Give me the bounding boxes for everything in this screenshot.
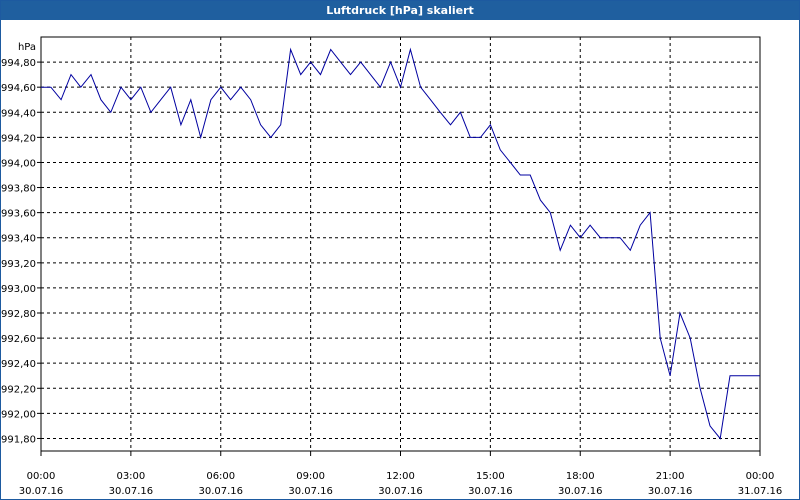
window-title: Luftdruck [hPa] skaliert xyxy=(1,1,799,20)
x-tick-time-label: 00:00 xyxy=(746,471,775,482)
x-tick-date-label: 31.07.16 xyxy=(738,486,783,497)
x-tick-time-label: 15:00 xyxy=(476,471,505,482)
x-tick-date-label: 30.07.16 xyxy=(198,486,243,497)
chart-grid xyxy=(41,37,760,451)
y-tick-label: 992,00 xyxy=(1,409,36,420)
x-tick-date-label: 30.07.16 xyxy=(648,486,693,497)
y-tick-label: 992,80 xyxy=(1,309,36,320)
x-tick-time-label: 09:00 xyxy=(296,471,325,482)
y-tick-label: 994,80 xyxy=(1,58,36,69)
y-tick-label: 994,60 xyxy=(1,83,36,94)
y-tick-label: 994,20 xyxy=(1,133,36,144)
x-tick-time-label: 12:00 xyxy=(386,471,415,482)
y-tick-label: 993,60 xyxy=(1,209,36,220)
x-axis-ticks: 00:00 30.07.16 03:00 30.07.16 06:00 30.07.16 0… xyxy=(19,451,783,497)
y-tick-label: 993,00 xyxy=(1,284,36,295)
y-tick-label: 992,20 xyxy=(1,384,36,395)
x-tick-time-label: 00:00 xyxy=(27,471,56,482)
x-tick-time-label: 21:00 xyxy=(656,471,685,482)
y-tick-label: 994,00 xyxy=(1,158,36,169)
y-tick-label: 991,80 xyxy=(1,434,36,445)
y-tick-label: 993,20 xyxy=(1,259,36,270)
y-tick-label: 993,80 xyxy=(1,184,36,195)
y-axis-unit-label: hPa xyxy=(18,42,36,53)
pressure-series-line xyxy=(41,47,760,440)
x-tick-time-label: 06:00 xyxy=(206,471,235,482)
y-tick-label: 993,40 xyxy=(1,234,36,245)
x-tick-date-label: 30.07.16 xyxy=(468,486,513,497)
y-tick-label: 992,60 xyxy=(1,334,36,345)
x-tick-date-label: 30.07.16 xyxy=(378,486,423,497)
y-tick-label: 992,40 xyxy=(1,359,36,370)
y-tick-label: 994,40 xyxy=(1,108,36,119)
x-tick-time-label: 18:00 xyxy=(566,471,595,482)
x-tick-date-label: 30.07.16 xyxy=(109,486,154,497)
y-axis-ticks: 991,80 992,00 992,20 992,40 992,60 992,80 993,… xyxy=(1,58,41,445)
x-tick-date-label: 30.07.16 xyxy=(19,486,64,497)
x-tick-time-label: 03:00 xyxy=(116,471,145,482)
x-tick-date-label: 30.07.16 xyxy=(288,486,333,497)
x-tick-date-label: 30.07.16 xyxy=(558,486,603,497)
